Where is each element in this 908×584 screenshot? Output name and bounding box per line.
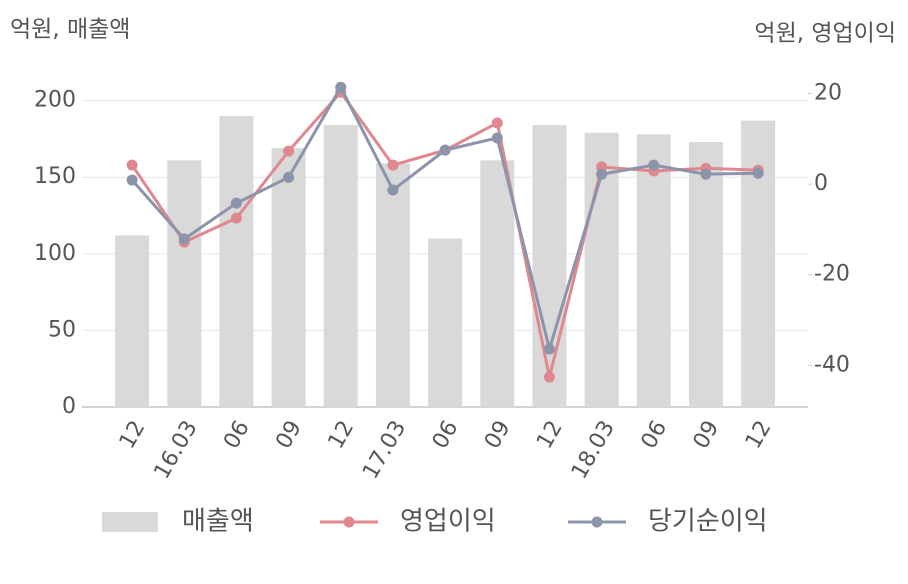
bar [480,160,515,407]
point [283,171,295,183]
y-tick-label: 0 [62,394,76,419]
point [230,212,242,224]
point [230,197,242,209]
legend-label: 매출액 [182,507,254,537]
x-tick-label: 18.03 [567,417,620,484]
point [752,167,764,179]
y-axis-title: 억원, 매출액 [10,17,130,43]
point [648,159,660,171]
x-tick-label: 12 [115,417,151,454]
x-tick-label: 09 [480,417,516,454]
bar [532,125,567,408]
point [387,159,399,171]
x-tick-label: 17.03 [358,417,411,484]
y2-axis-title: 억원, 영업이익 [754,21,896,47]
y2-tick-label: -20 [814,262,850,287]
bar [219,115,254,408]
x-tick-label: 09 [271,417,307,454]
point [178,233,190,245]
x-tick-label: 06 [637,417,673,454]
point [543,343,555,355]
x-tick-label: 06 [428,417,464,454]
y-tick-label: 50 [48,317,76,342]
point [700,168,712,180]
x-tick-label: 06 [219,417,255,454]
bar [167,160,202,407]
bar [428,238,463,407]
point [335,81,347,93]
x-tick-label: 12 [741,417,777,454]
legend-label: 영업이익 [400,507,496,537]
point [596,168,608,180]
legend-label: 당기순이익 [648,507,768,537]
x-tick-label: 09 [689,417,725,454]
x-tick-label: 12 [324,417,360,454]
x-tick-label: 16.03 [150,417,203,484]
y2-tick-label: 20 [814,81,842,106]
legend-swatch [343,516,355,528]
y2-tick-label: 0 [814,171,828,196]
point [387,184,399,196]
point [491,117,503,129]
y2-tick-label: -40 [814,352,850,377]
bar [741,120,776,408]
point [283,145,295,157]
point [126,174,138,186]
legend-swatch [102,512,158,532]
point [543,371,555,383]
bar [688,141,723,407]
bar [323,125,358,408]
bar [375,163,410,407]
point [491,132,503,144]
point [439,144,451,156]
bar [271,148,306,407]
bar [636,134,671,407]
x-tick-label: 12 [532,417,568,454]
y-tick-label: 100 [34,241,76,266]
point [126,159,138,171]
y-tick-label: 150 [34,164,76,189]
legend-swatch [591,516,603,528]
y-tick-label: 200 [34,88,76,113]
bar [115,235,150,407]
